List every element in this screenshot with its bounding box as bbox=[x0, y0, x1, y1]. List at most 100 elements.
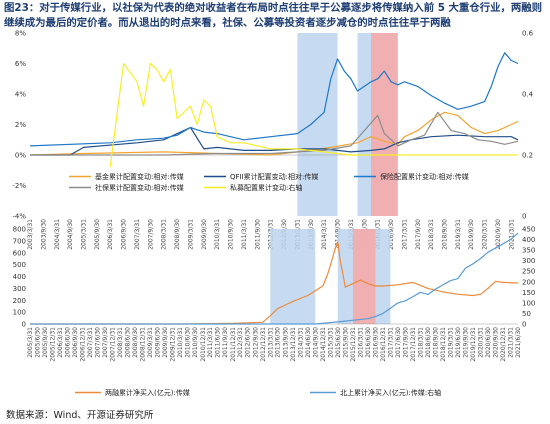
x-tick-label: 2006/9/30 bbox=[121, 219, 128, 250]
x-tick-label: 2014/6/30 bbox=[305, 327, 312, 358]
x-tick-label: 2006/12/31 bbox=[80, 327, 87, 362]
x-tick-label: 2011/3/31 bbox=[241, 219, 248, 250]
x-tick-label: 2009/9/30 bbox=[162, 327, 169, 358]
legend-label: 保险配置累计变动:相对:传媒 bbox=[380, 172, 469, 181]
x-tick-label: 2005/6/30 bbox=[34, 327, 41, 358]
x-tick-label: 2004/9/30 bbox=[67, 219, 74, 250]
x-tick-label: 2019/6/30 bbox=[455, 327, 462, 358]
x-tick-label: 2009/3/31 bbox=[187, 219, 194, 250]
y-left-tick-label: 200 bbox=[13, 297, 26, 305]
x-tick-label: 2019/12/31 bbox=[470, 327, 477, 362]
x-tick-label: 2018/3/31 bbox=[428, 219, 435, 250]
x-tick-label: 2005/9/30 bbox=[42, 327, 49, 358]
x-tick-label: 2017/3/31 bbox=[401, 219, 408, 250]
series-line-private bbox=[109, 62, 518, 168]
x-tick-label: 2005/3/31 bbox=[27, 327, 34, 358]
x-tick-label: 2016/9/30 bbox=[372, 327, 379, 358]
x-tick-label: 2020/9/30 bbox=[493, 327, 500, 358]
source-note: 数据来源：Wind、开源证券研究所 bbox=[6, 410, 154, 421]
x-tick-label: 2021/3/31 bbox=[508, 327, 515, 358]
x-tick-label: 2018/9/30 bbox=[432, 327, 439, 358]
x-tick-label: 2020/3/31 bbox=[482, 219, 489, 250]
x-tick-label: 2020/12/31 bbox=[500, 327, 507, 362]
y-right-tick-label: 100 bbox=[522, 299, 535, 307]
y-left-tick-label: -4% bbox=[12, 213, 26, 221]
x-tick-label: 2004/3/31 bbox=[54, 219, 61, 250]
x-tick-label: 2019/9/30 bbox=[462, 327, 469, 358]
x-tick-label: 2007/3/31 bbox=[134, 219, 141, 250]
x-tick-label: 2017/3/31 bbox=[387, 327, 394, 358]
x-tick-label: 2006/6/30 bbox=[64, 327, 71, 358]
x-tick-label: 2016/6/30 bbox=[365, 327, 372, 358]
x-tick-label: 2018/12/31 bbox=[440, 327, 447, 362]
y-left-tick-label: 0% bbox=[15, 152, 26, 160]
y-right-tick-label: 200 bbox=[522, 278, 535, 286]
x-tick-label: 2012/3/31 bbox=[237, 327, 244, 358]
x-tick-label: 2006/3/31 bbox=[107, 219, 114, 250]
x-tick-label: 2018/6/30 bbox=[425, 327, 432, 358]
x-tick-label: 2015/6/30 bbox=[335, 327, 342, 358]
y-right-tick-label: 450 bbox=[522, 226, 535, 234]
x-tick-label: 2018/3/31 bbox=[417, 327, 424, 358]
y-left-tick-label: 8% bbox=[15, 30, 26, 38]
y-left-tick-label: 6% bbox=[15, 60, 26, 68]
series-line-social bbox=[30, 111, 519, 156]
series-line-margin bbox=[30, 241, 519, 325]
y-left-tick-label: 800 bbox=[13, 226, 26, 234]
x-tick-label: 2015/9/30 bbox=[342, 327, 349, 358]
y-right-tick-label: 0.4 bbox=[522, 91, 534, 99]
series-line-qfii bbox=[30, 126, 519, 156]
y-left-tick-label: 400 bbox=[13, 273, 26, 281]
x-tick-label: 2020/9/30 bbox=[495, 219, 502, 250]
x-tick-label: 2005/12/31 bbox=[50, 327, 57, 362]
y-right-tick-label: 150 bbox=[522, 289, 535, 297]
y-right-tick-label: 300 bbox=[522, 257, 535, 265]
legend-label: 基金累计配置变动:相对:传媒 bbox=[95, 172, 184, 181]
x-tick-label: 2012/9/30 bbox=[252, 327, 259, 358]
x-tick-label: 2011/6/30 bbox=[215, 327, 222, 358]
x-tick-label: 2010/3/31 bbox=[177, 327, 184, 358]
y-left-tick-label: 500 bbox=[13, 261, 26, 269]
x-tick-label: 2013/9/30 bbox=[282, 327, 289, 358]
y-right-tick-label: 0 bbox=[522, 321, 526, 329]
x-tick-label: 2010/12/31 bbox=[200, 327, 207, 362]
y-left-tick-label: 700 bbox=[13, 237, 26, 245]
x-tick-label: 2007/3/31 bbox=[87, 327, 94, 358]
y-left-tick-label: 300 bbox=[13, 285, 26, 293]
x-tick-label: 2003/3/31 bbox=[27, 219, 34, 250]
x-tick-label: 2020/3/31 bbox=[478, 327, 485, 358]
y-right-tick-label: 250 bbox=[522, 268, 535, 276]
x-tick-label: 2017/9/30 bbox=[415, 219, 422, 250]
legend-label: 社保累计配置变动:相对:传媒 bbox=[95, 183, 184, 192]
x-tick-label: 2008/9/30 bbox=[174, 219, 181, 250]
x-tick-label: 2018/9/30 bbox=[441, 219, 448, 250]
x-tick-label: 2017/9/30 bbox=[402, 327, 409, 358]
x-tick-label: 2009/9/30 bbox=[201, 219, 208, 250]
x-tick-label: 2008/9/30 bbox=[132, 327, 139, 358]
x-tick-label: 2013/3/31 bbox=[267, 327, 274, 358]
highlight-band-red bbox=[370, 33, 398, 216]
x-tick-label: 2021/3/31 bbox=[508, 219, 515, 250]
x-tick-label: 2014/3/31 bbox=[321, 219, 328, 250]
x-tick-label: 2009/6/30 bbox=[155, 327, 162, 358]
x-tick-label: 2011/12/31 bbox=[230, 327, 237, 362]
legend-label: 北上累计净买入(亿元):传媒:右轴 bbox=[340, 388, 441, 397]
x-tick-label: 2007/12/31 bbox=[110, 327, 117, 362]
x-tick-label: 2006/3/31 bbox=[57, 327, 64, 358]
x-tick-label: 2011/9/30 bbox=[254, 219, 261, 250]
y-left-tick-label: -2% bbox=[12, 182, 26, 190]
x-tick-label: 2011/9/30 bbox=[222, 327, 229, 358]
highlight-band-red bbox=[352, 229, 376, 324]
x-tick-label: 2007/9/30 bbox=[147, 219, 154, 250]
y-left-tick-label: 2% bbox=[15, 121, 26, 129]
x-tick-label: 2014/9/30 bbox=[312, 327, 319, 358]
x-tick-label: 2016/9/30 bbox=[388, 219, 395, 250]
x-tick-label: 2012/6/30 bbox=[245, 327, 252, 358]
top-chart: -4% -2% 0% 2% 4% 6% 8% 0 0.2 0.4 0.6 2003/3/31 2003/… bbox=[12, 30, 533, 250]
y-right-tick-label: 0.2 bbox=[522, 152, 533, 160]
x-tick-label: 2011/3/31 bbox=[207, 327, 214, 358]
x-tick-label: 2009/12/31 bbox=[170, 327, 177, 362]
series-line-north bbox=[30, 232, 519, 325]
x-tick-label: 2008/3/31 bbox=[161, 219, 168, 250]
x-tick-label: 2007/9/30 bbox=[102, 327, 109, 358]
